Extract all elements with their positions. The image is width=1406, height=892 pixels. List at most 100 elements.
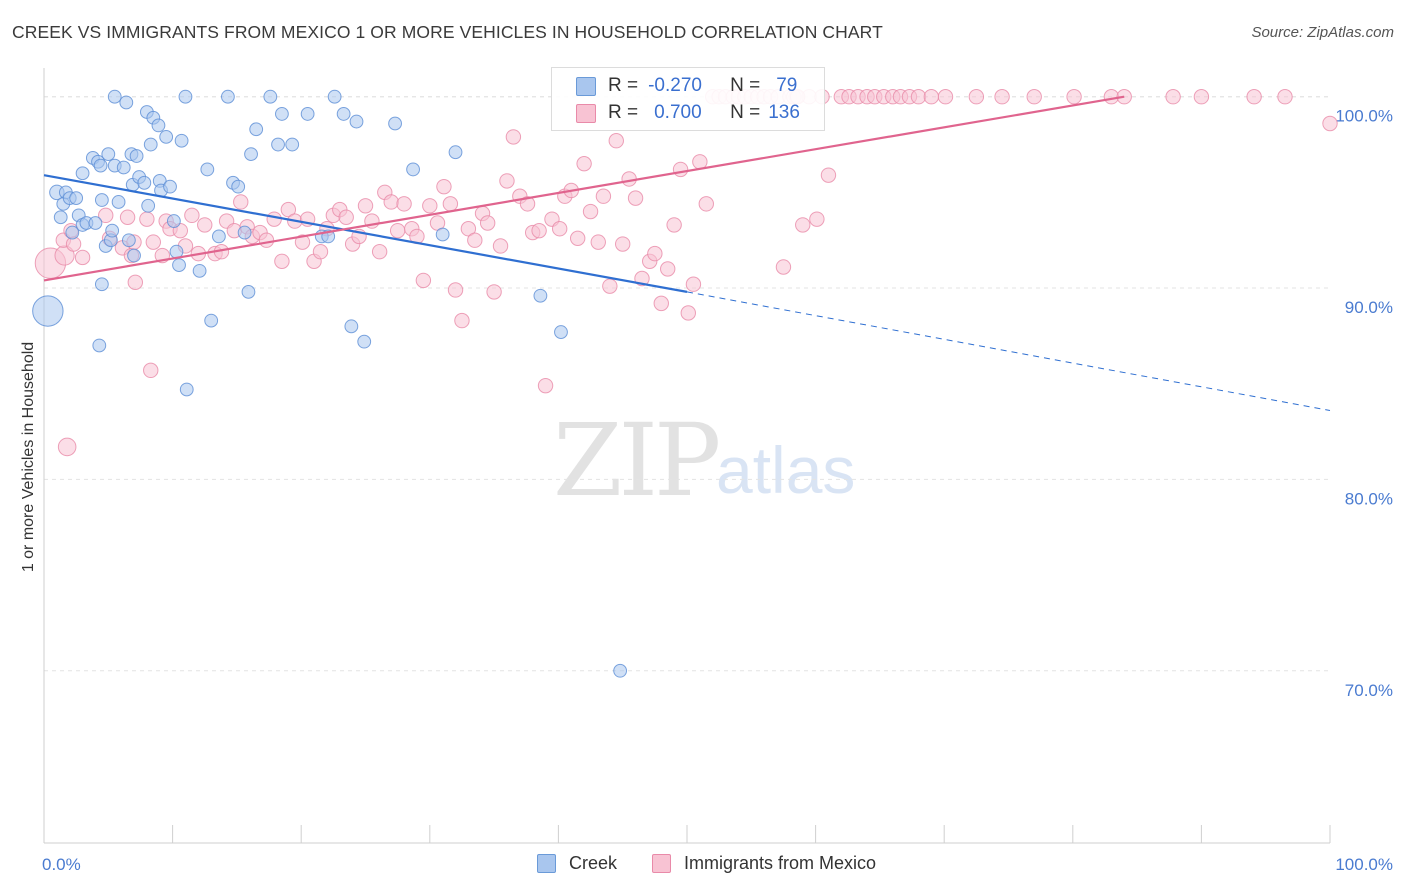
mexico-point bbox=[447, 282, 464, 298]
mexico-point bbox=[910, 89, 927, 105]
mexico-point bbox=[294, 234, 311, 250]
creek-point bbox=[327, 89, 342, 104]
watermark-atlas: atlas bbox=[716, 433, 856, 507]
mexico-point bbox=[576, 155, 592, 172]
mexico-point bbox=[602, 278, 618, 294]
creek-point bbox=[163, 179, 177, 194]
creek-point bbox=[141, 198, 156, 213]
creek-point bbox=[92, 338, 107, 353]
mexico-point bbox=[551, 221, 568, 237]
mexico-point bbox=[692, 154, 708, 170]
creek-point bbox=[137, 175, 152, 190]
y-tick-label: 70.0% bbox=[1345, 681, 1393, 700]
creek-trendline-extension bbox=[686, 291, 1331, 412]
creek-point bbox=[116, 160, 131, 175]
mexico-point bbox=[923, 89, 940, 105]
creek-point bbox=[231, 179, 246, 194]
mexico-point bbox=[389, 222, 406, 239]
mexico-point bbox=[383, 194, 399, 210]
mexico-point bbox=[537, 377, 554, 394]
chart-source: Source: ZipAtlas.com bbox=[1251, 24, 1394, 41]
creek-point bbox=[554, 325, 568, 339]
mexico-point bbox=[119, 209, 136, 225]
mexico-point bbox=[795, 217, 811, 233]
creek-point bbox=[435, 227, 450, 242]
legend-mexico-label: Immigrants from Mexico bbox=[684, 853, 877, 873]
mexico-point bbox=[627, 190, 644, 206]
creek-point bbox=[613, 663, 628, 678]
mexico-point bbox=[415, 272, 432, 289]
mexico-n-label: N = bbox=[730, 102, 761, 123]
mexico-point bbox=[937, 89, 954, 105]
mexico-point bbox=[492, 238, 509, 254]
creek-point bbox=[192, 263, 207, 278]
mexico-point bbox=[499, 173, 515, 189]
creek-point bbox=[69, 191, 84, 206]
creek-point bbox=[129, 149, 144, 163]
mexico-point bbox=[595, 188, 612, 204]
creek-point bbox=[101, 147, 116, 162]
mexico-point bbox=[647, 245, 663, 262]
legend-row-creek: R = -0.270 N = 79 bbox=[576, 74, 797, 98]
legend-mexico-swatch bbox=[652, 854, 671, 873]
x-tick-label: 0.0% bbox=[42, 855, 81, 874]
mexico-point bbox=[994, 89, 1010, 105]
creek-point bbox=[143, 137, 158, 152]
mexico-point bbox=[274, 253, 290, 269]
mexico-point bbox=[57, 437, 77, 457]
creek-n-label: N = bbox=[730, 75, 761, 96]
mexico-point bbox=[698, 196, 714, 212]
creek-point bbox=[204, 313, 219, 328]
mexico-swatch bbox=[576, 103, 596, 123]
creek-point bbox=[237, 225, 252, 240]
legend-creek-label: Creek bbox=[569, 853, 618, 873]
mexico-point bbox=[590, 234, 606, 250]
watermark-zip: ZIP bbox=[553, 402, 721, 519]
x-tick-label: 100.0% bbox=[1335, 855, 1393, 874]
creek-point bbox=[241, 284, 256, 299]
mexico-point bbox=[1066, 89, 1082, 105]
creek-point bbox=[357, 334, 372, 349]
mexico-point bbox=[479, 215, 496, 231]
creek-point bbox=[127, 248, 141, 263]
creek-point bbox=[172, 258, 186, 272]
mexico-point bbox=[338, 209, 354, 225]
creek-point bbox=[93, 158, 108, 173]
creek-point bbox=[105, 223, 120, 238]
creek-point bbox=[388, 116, 402, 131]
mexico-point bbox=[660, 261, 676, 277]
legend-row-mexico: R = 0.700 N = 136 bbox=[576, 101, 800, 125]
mexico-point bbox=[968, 89, 985, 105]
creek-trendline bbox=[43, 174, 688, 293]
creek-r-label: R = bbox=[608, 75, 639, 96]
mexico-point bbox=[184, 207, 200, 224]
mexico-point bbox=[505, 129, 522, 145]
mexico-point bbox=[1193, 89, 1210, 105]
mexico-point bbox=[143, 362, 159, 379]
creek-point bbox=[166, 214, 181, 228]
mexico-point bbox=[1246, 89, 1262, 105]
creek-r-value: -0.270 bbox=[648, 75, 702, 96]
creek-point bbox=[174, 133, 189, 148]
creek-point bbox=[32, 295, 64, 327]
creek-point bbox=[88, 216, 103, 230]
mexico-point bbox=[74, 249, 91, 266]
creek-point bbox=[263, 89, 278, 104]
correlation-legend: R = -0.270 N = 79 R = 0.700 N = 136 bbox=[551, 67, 825, 131]
mexico-r-label: R = bbox=[608, 102, 639, 123]
creek-point bbox=[107, 89, 122, 104]
creek-point bbox=[275, 107, 289, 121]
mexico-point bbox=[486, 284, 502, 300]
mexico-point bbox=[371, 244, 388, 260]
y-tick-label: 90.0% bbox=[1345, 298, 1393, 317]
creek-point bbox=[179, 382, 194, 397]
creek-point bbox=[220, 89, 235, 104]
creek-swatch bbox=[576, 76, 596, 96]
mexico-point bbox=[266, 211, 282, 227]
mexico-point bbox=[531, 222, 547, 239]
mexico-point bbox=[139, 211, 155, 227]
creek-point bbox=[349, 114, 364, 129]
mexico-point bbox=[608, 133, 624, 149]
mexico-point bbox=[1026, 89, 1042, 105]
